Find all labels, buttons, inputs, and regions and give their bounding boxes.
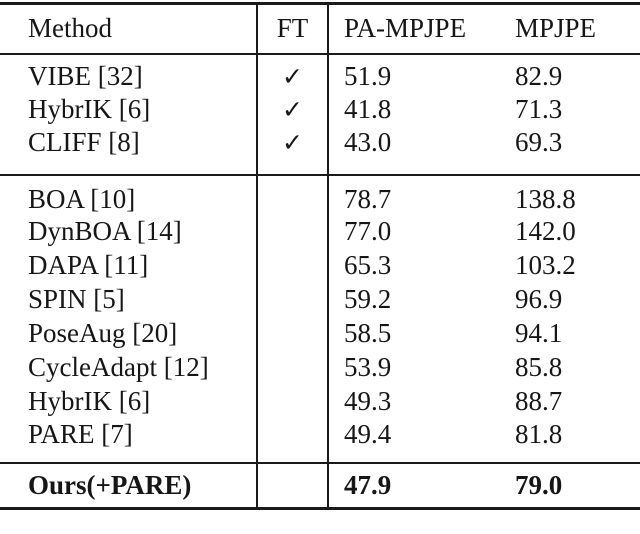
- table-row: CLIFF [8] ✓ 43.0 69.3: [0, 126, 640, 175]
- method-cell: PoseAug [20]: [28, 318, 178, 348]
- table-row: PARE [7] 49.4 81.8: [0, 418, 640, 463]
- table-header: Method FT PA-MPJPE MPJPE: [0, 3, 640, 54]
- pa-mpjpe-cell: 78.7: [327, 174, 505, 215]
- method-cell: Ours(+PARE): [28, 469, 192, 500]
- pa-mpjpe-cell: 65.3: [327, 248, 505, 283]
- mpjpe-cell: 142.0: [515, 216, 576, 246]
- finetuned-methods-group: VIBE [32] ✓ 51.9 82.9 HybrIK [6] ✓ 41.8 …: [0, 53, 640, 175]
- table-row-ours: Ours(+PARE) 47.9 79.0: [0, 462, 640, 509]
- col-header-method: Method: [28, 13, 112, 44]
- mpjpe-cell: 85.8: [515, 352, 563, 382]
- pa-mpjpe-cell: 59.2: [327, 282, 505, 317]
- method-cell: DynBOA [14]: [28, 216, 182, 246]
- method-cell: PARE [7]: [28, 418, 133, 449]
- table-row: HybrIK [6] 49.3 88.7: [0, 384, 640, 419]
- mpjpe-cell: 79.0: [515, 469, 563, 500]
- pa-mpjpe-cell: 49.4: [327, 418, 505, 463]
- table-row: HybrIK [6] ✓ 41.8 71.3: [0, 91, 640, 127]
- table-row: VIBE [32] ✓ 51.9 82.9: [0, 53, 640, 92]
- method-cell: DAPA [11]: [28, 250, 149, 280]
- pa-mpjpe-cell: 49.3: [327, 384, 505, 419]
- col-header-ft: FT: [256, 3, 328, 54]
- pa-mpjpe-cell: 41.8: [327, 91, 505, 127]
- col-header-mpjpe: MPJPE: [515, 13, 597, 44]
- pa-mpjpe-cell: 51.9: [327, 53, 505, 92]
- mpjpe-cell: 96.9: [515, 284, 563, 314]
- checkmark-icon: ✓: [256, 53, 328, 92]
- mpjpe-cell: 82.9: [515, 60, 563, 91]
- mpjpe-cell: 81.8: [515, 418, 563, 449]
- method-cell: CLIFF [8]: [28, 126, 140, 157]
- results-table: Method FT PA-MPJPE MPJPE VIBE [32] ✓ 51.…: [0, 2, 640, 510]
- pa-mpjpe-cell: 47.9: [327, 462, 505, 509]
- col-header-pa-mpjpe: PA-MPJPE: [327, 3, 505, 54]
- method-cell: HybrIK [6]: [28, 386, 151, 416]
- method-cell: HybrIK [6]: [28, 93, 151, 124]
- pa-mpjpe-cell: 77.0: [327, 214, 505, 249]
- mpjpe-cell: 71.3: [515, 93, 563, 124]
- ft-cell: [256, 350, 328, 385]
- mpjpe-cell: 138.8: [515, 183, 576, 214]
- table-row: DynBOA [14] 77.0 142.0: [0, 214, 640, 249]
- ft-cell: [256, 384, 328, 419]
- table-row: CycleAdapt [12] 53.9 85.8: [0, 350, 640, 385]
- checkmark-icon: ✓: [256, 91, 328, 127]
- pa-mpjpe-cell: 58.5: [327, 316, 505, 351]
- header-row: Method FT PA-MPJPE MPJPE: [0, 3, 640, 54]
- table-row: SPIN [5] 59.2 96.9: [0, 282, 640, 317]
- ft-cell: [256, 418, 328, 463]
- ft-cell: [256, 462, 328, 509]
- method-cell: VIBE [32]: [28, 60, 143, 91]
- mpjpe-cell: 88.7: [515, 386, 563, 416]
- mpjpe-cell: 69.3: [515, 126, 563, 157]
- table-row: DAPA [11] 65.3 103.2: [0, 248, 640, 283]
- ft-cell: [256, 174, 328, 215]
- ft-cell: [256, 316, 328, 351]
- method-cell: SPIN [5]: [28, 284, 125, 314]
- mpjpe-cell: 94.1: [515, 318, 563, 348]
- ft-cell: [256, 282, 328, 317]
- method-cell: CycleAdapt [12]: [28, 352, 209, 382]
- pa-mpjpe-cell: 53.9: [327, 350, 505, 385]
- adaptation-methods-group: BOA [10] 78.7 138.8 DynBOA [14] 77.0 142…: [0, 174, 640, 463]
- ft-cell: [256, 214, 328, 249]
- table-row: BOA [10] 78.7 138.8: [0, 174, 640, 215]
- mpjpe-cell: 103.2: [515, 250, 576, 280]
- method-cell: BOA [10]: [28, 183, 136, 214]
- ft-cell: [256, 248, 328, 283]
- table-row: PoseAug [20] 58.5 94.1: [0, 316, 640, 351]
- checkmark-icon: ✓: [256, 126, 328, 175]
- pa-mpjpe-cell: 43.0: [327, 126, 505, 175]
- ours-result-group: Ours(+PARE) 47.9 79.0: [0, 462, 640, 509]
